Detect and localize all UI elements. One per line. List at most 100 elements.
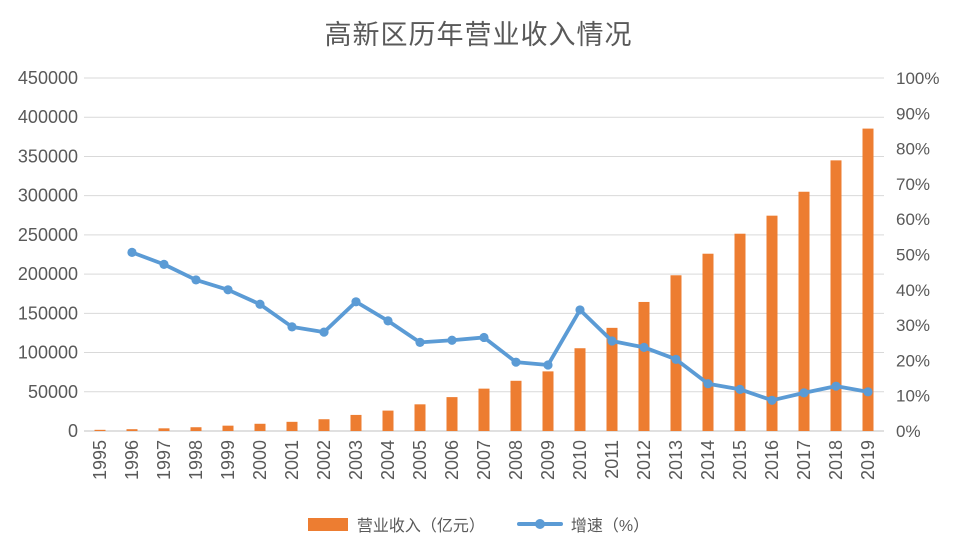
bar-1998 — [190, 427, 202, 431]
y-axis-tick-right: 70% — [896, 175, 930, 194]
line-marker-2013 — [671, 354, 681, 364]
x-axis-tick: 2009 — [538, 440, 558, 480]
bar-2007 — [478, 388, 490, 431]
y-axis-tick-right: 40% — [896, 281, 930, 300]
y-axis-tick-left: 100000 — [18, 343, 78, 363]
x-axis-tick: 1997 — [154, 440, 174, 480]
x-axis-tick: 2018 — [826, 440, 846, 480]
x-axis-tick: 2016 — [762, 440, 782, 480]
x-axis-tick: 2014 — [698, 440, 718, 480]
bar-2019 — [862, 128, 874, 431]
x-axis-tick: 2001 — [282, 440, 302, 480]
growth-line — [130, 250, 870, 403]
line-marker-2002 — [319, 327, 329, 337]
y-axis-tick-right: 60% — [896, 210, 930, 229]
legend: 营业收入（亿元） 增速（%） — [0, 511, 957, 537]
x-axis-tick: 2005 — [410, 440, 430, 480]
y-axis-tick-left: 0 — [68, 421, 78, 441]
x-axis-tick: 2003 — [346, 440, 366, 480]
y-axis-tick-right: 10% — [896, 387, 930, 406]
x-axis-tick: 2008 — [506, 440, 526, 480]
line-marker-2018 — [831, 381, 841, 391]
y-axis-tick-right: 80% — [896, 140, 930, 159]
line-marker-2000 — [255, 299, 265, 309]
legend-line-swatch — [516, 517, 563, 531]
legend-line-marker-icon — [534, 519, 545, 529]
y-axis-tick-right: 20% — [896, 351, 930, 370]
bar-2013 — [670, 275, 682, 431]
bar-2000 — [254, 423, 266, 431]
x-axis-tick: 1995 — [90, 440, 110, 480]
bar-1995 — [94, 429, 106, 431]
y-axis-tick-left: 400000 — [18, 107, 78, 127]
line-marker-2009 — [543, 360, 553, 370]
bar-2005 — [414, 404, 426, 431]
x-axis-tick: 1998 — [186, 440, 206, 480]
line-marker-2012 — [639, 342, 649, 352]
x-axis-tick: 2013 — [666, 440, 686, 480]
bar-2003 — [350, 414, 362, 431]
bar-2015 — [734, 233, 746, 431]
x-axis-tick: 2019 — [858, 440, 878, 480]
x-axis-tick: 2012 — [634, 440, 654, 480]
y-axis-tick-left: 300000 — [18, 186, 78, 206]
x-axis-tick: 1996 — [122, 440, 142, 480]
x-axis-tick: 2004 — [378, 440, 398, 480]
line-marker-2001 — [287, 322, 297, 332]
line-marker-1996 — [127, 247, 137, 257]
line-marker-2008 — [511, 357, 521, 367]
y-axis-tick-right: 30% — [896, 316, 930, 335]
y-axis-tick-right: 100% — [896, 69, 939, 88]
line-marker-2003 — [351, 297, 361, 307]
x-axis-tick: 2010 — [570, 440, 590, 480]
bar-2012 — [638, 301, 650, 431]
chart-title: 高新区历年营业收入情况 — [324, 20, 633, 51]
bar-2010 — [574, 348, 586, 431]
line-marker-2010 — [575, 305, 585, 315]
bar-2008 — [510, 380, 522, 431]
y-axis-tick-left: 200000 — [18, 264, 78, 284]
x-axis-tick: 2002 — [314, 440, 334, 480]
bar-1999 — [222, 425, 234, 431]
line-marker-2019 — [863, 387, 873, 397]
bar-2018 — [830, 160, 842, 431]
bar-2016 — [766, 215, 778, 431]
x-axis-tick: 2015 — [730, 440, 750, 480]
x-axis-tick: 2006 — [442, 440, 462, 480]
line-marker-2006 — [447, 335, 457, 345]
bar-2001 — [286, 421, 298, 431]
bar-2002 — [318, 419, 330, 431]
x-axis-tick: 1999 — [218, 440, 238, 480]
legend-line-label: 增速（%） — [570, 518, 650, 535]
line-marker-1999 — [223, 285, 233, 295]
y-axis-tick-right: 0% — [896, 422, 921, 441]
x-axis-tick: 2000 — [250, 440, 270, 480]
y-axis-tick-right: 90% — [896, 104, 930, 123]
y-axis-tick-left: 150000 — [18, 303, 78, 323]
bar-2006 — [446, 397, 458, 431]
line-marker-2014 — [703, 379, 713, 389]
line-marker-2004 — [383, 316, 393, 326]
y-axis-tick-left: 350000 — [18, 146, 78, 166]
bar-2014 — [702, 253, 714, 431]
bar-1996 — [126, 429, 138, 431]
line-marker-1997 — [159, 259, 169, 269]
line-marker-1998 — [191, 275, 201, 285]
line-marker-2005 — [415, 337, 425, 347]
line-marker-2015 — [735, 384, 745, 394]
bar-2017 — [798, 191, 810, 431]
y-axis-tick-left: 250000 — [18, 225, 78, 245]
y-axis-tick-left: 50000 — [28, 382, 78, 402]
x-axis-tick: 2011 — [602, 440, 622, 479]
line-marker-2007 — [479, 332, 489, 343]
x-axis-tick: 2017 — [794, 440, 814, 480]
line-marker-2016 — [767, 395, 777, 405]
line-marker-2017 — [799, 388, 809, 398]
bar-2009 — [542, 371, 554, 431]
line-marker-2011 — [607, 336, 617, 346]
bar-2011 — [606, 327, 618, 431]
legend-bar-swatch — [307, 517, 348, 531]
bar-2004 — [382, 410, 394, 431]
